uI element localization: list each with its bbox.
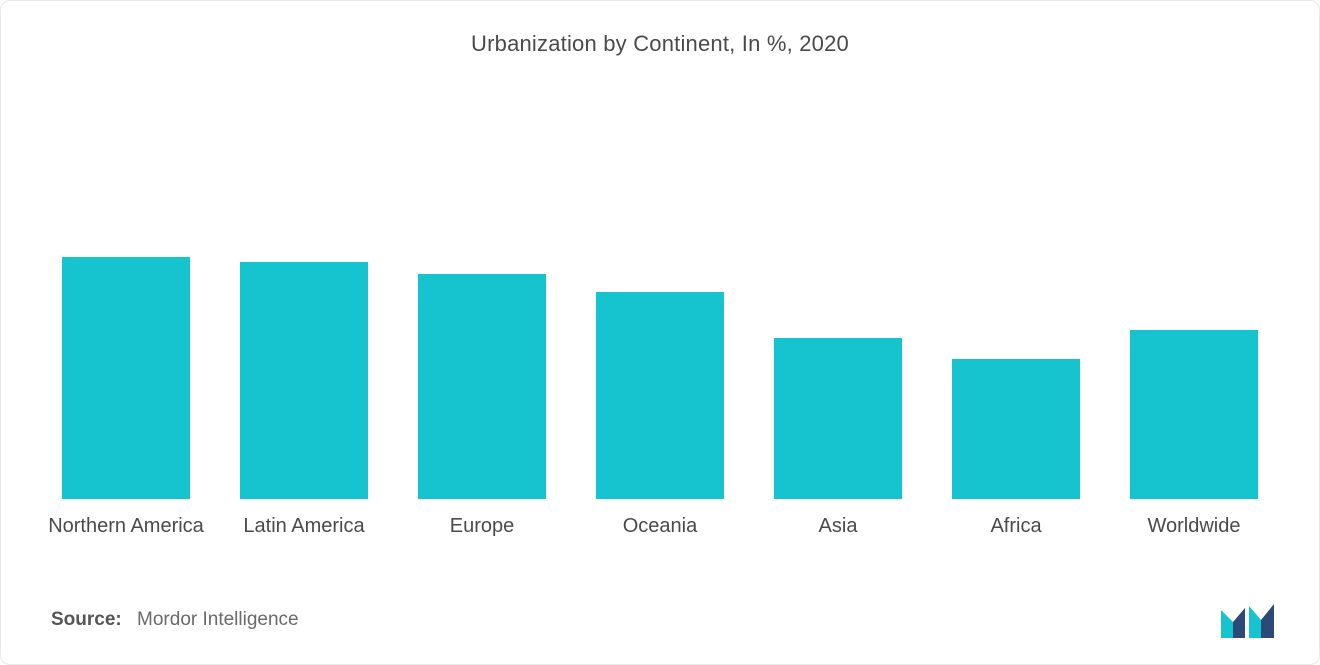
chart-title: Urbanization by Continent, In %, 2020	[37, 31, 1283, 57]
bar	[240, 262, 368, 499]
x-axis-label: Asia	[749, 513, 927, 540]
bar-column	[393, 274, 571, 499]
bar	[596, 292, 724, 499]
bar	[62, 257, 190, 499]
bar-column	[571, 292, 749, 499]
source-attribution: Source: Mordor Intelligence	[37, 609, 299, 631]
x-axis-label: Africa	[927, 513, 1105, 540]
bar-column	[215, 262, 393, 499]
chart-x-axis-labels: Northern AmericaLatin AmericaEuropeOcean…	[37, 513, 1283, 540]
x-axis-label: Worldwide	[1105, 513, 1283, 540]
bar-column	[749, 338, 927, 499]
source-label: Source:	[51, 609, 122, 630]
bar	[774, 338, 902, 499]
chart-plot-area	[37, 65, 1283, 499]
chart-footer: Source: Mordor Intelligence	[37, 600, 1283, 640]
bar-column	[927, 359, 1105, 499]
x-axis-label: Europe	[393, 513, 571, 540]
x-axis-label: Northern America	[37, 513, 215, 540]
x-axis-label: Oceania	[571, 513, 749, 540]
bar	[952, 359, 1080, 499]
bar	[1130, 330, 1258, 499]
bar-column	[37, 257, 215, 499]
bar	[418, 274, 546, 499]
bar-column	[1105, 330, 1283, 499]
chart-container: Urbanization by Continent, In %, 2020 No…	[1, 1, 1319, 664]
mordor-logo-icon	[1219, 600, 1277, 640]
x-axis-label: Latin America	[215, 513, 393, 540]
source-value: Mordor Intelligence	[137, 609, 299, 630]
